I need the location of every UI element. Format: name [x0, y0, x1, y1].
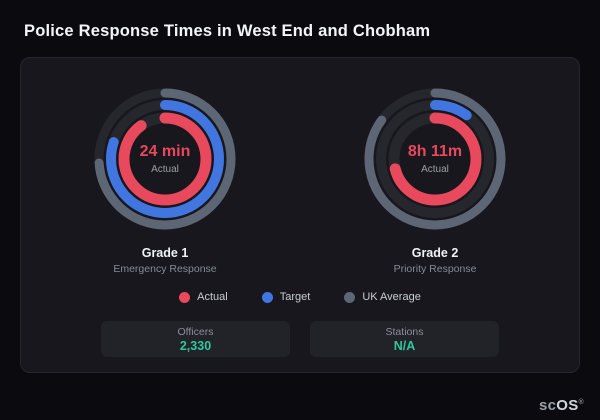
grade-2-title: Grade 2 — [411, 246, 459, 260]
legend-dot-uk-average — [344, 291, 356, 303]
legend: Actual Target UK Average — [21, 291, 579, 303]
gauge-grade-2-chart: 8h 11m Actual — [360, 84, 510, 234]
legend-label-target: Target — [279, 291, 311, 303]
legend-dot-actual — [179, 291, 191, 303]
scos-logo-right: OS — [556, 397, 579, 414]
gauge-grade-1-chart: 24 min Actual — [90, 84, 240, 234]
grade-1-target-arc — [106, 100, 224, 218]
grade-1-actual-arc — [118, 112, 212, 206]
gauge-grade-2: 8h 11m Actual Grade 2 Priority Response — [300, 84, 570, 275]
grade-1-subtitle: Emergency Response — [113, 263, 217, 275]
legend-label-uk-average: UK Average — [362, 291, 421, 303]
legend-label-actual: Actual — [197, 291, 228, 303]
stat-stations: Stations N/A — [310, 321, 499, 357]
page-title: Police Response Times in West End and Ch… — [24, 22, 431, 40]
registered-mark: ® — [578, 399, 584, 406]
stat-officers-label: Officers — [177, 325, 214, 338]
stat-stations-label: Stations — [385, 325, 424, 338]
legend-dot-target — [261, 291, 273, 303]
gauge-grade-1-svg — [94, 88, 236, 230]
legend-item-target[interactable]: Target — [261, 291, 311, 303]
stat-officers: Officers 2,330 — [101, 321, 290, 357]
gauge-grade-2-svg — [364, 88, 506, 230]
scos-logo-left: sc — [538, 397, 557, 414]
legend-item-actual[interactable]: Actual — [179, 291, 228, 303]
gauge-grade-1: 24 min Actual Grade 1 Emergency Response — [30, 84, 300, 275]
dashboard-card: 24 min Actual Grade 1 Emergency Response — [20, 57, 580, 373]
gauges-row: 24 min Actual Grade 1 Emergency Response — [21, 84, 579, 275]
scos-logo: scOS® — [539, 397, 584, 414]
grade-2-subtitle: Priority Response — [393, 263, 477, 275]
stats-row: Officers 2,330 Stations N/A — [21, 321, 579, 357]
stat-stations-value: N/A — [393, 338, 416, 353]
stat-officers-value: 2,330 — [179, 338, 212, 353]
grade-2-actual-arc — [388, 112, 482, 206]
grade-2-target-arc — [376, 100, 494, 218]
grade-2-uk-average-arc — [364, 88, 506, 230]
legend-item-uk-average[interactable]: UK Average — [344, 291, 421, 303]
grade-1-uk-average-arc — [94, 88, 236, 230]
grade-1-title: Grade 1 — [141, 246, 189, 260]
